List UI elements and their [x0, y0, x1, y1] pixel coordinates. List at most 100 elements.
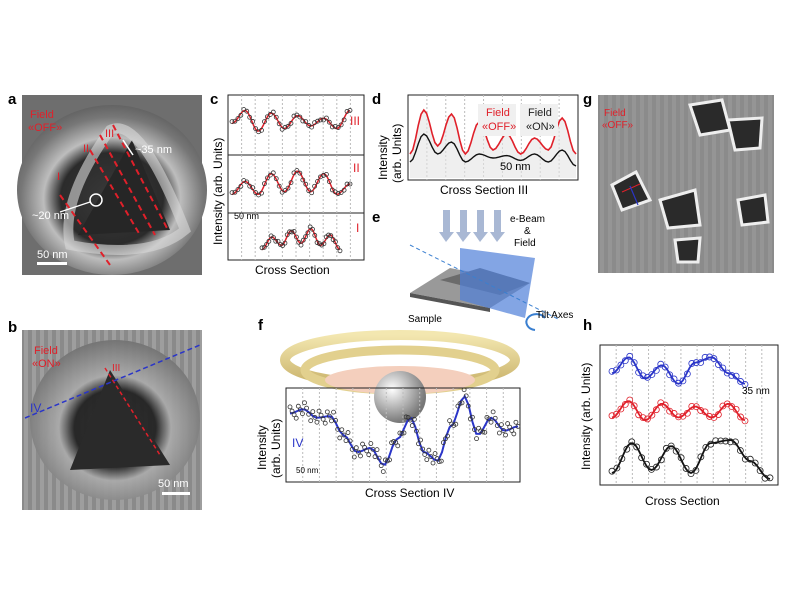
- data-point: [306, 411, 312, 417]
- data-point: [289, 229, 295, 235]
- data-point: [338, 122, 344, 128]
- data-point: [232, 118, 238, 124]
- data-point: [341, 432, 347, 438]
- data-point: [761, 474, 769, 482]
- data-point: [273, 238, 279, 244]
- data-point: [353, 445, 359, 451]
- data-point: [683, 370, 691, 378]
- data-point: [509, 428, 515, 433]
- data-point: [635, 368, 642, 376]
- data-point: [428, 454, 434, 460]
- panel-f-illustration: [280, 330, 520, 423]
- data-point: [490, 409, 496, 415]
- data-point: [344, 181, 350, 187]
- data-point: [343, 438, 349, 444]
- panel-f-label: f: [258, 317, 264, 334]
- d-xlabel: Cross Section III: [440, 183, 528, 197]
- data-point: [430, 460, 436, 466]
- data-point: [687, 470, 695, 478]
- data-point: [617, 361, 625, 369]
- data-point: [267, 112, 273, 117]
- data-point: [323, 115, 329, 121]
- data-point: [457, 401, 463, 406]
- data-point: [496, 430, 502, 436]
- data-point: [285, 185, 291, 191]
- series-line: [289, 394, 519, 466]
- data-point: [472, 427, 477, 432]
- d-on-tag: Field: [528, 107, 552, 119]
- a-field-tag: Field: [30, 109, 54, 121]
- data-point: [335, 191, 341, 196]
- data-point: [513, 419, 519, 425]
- c-xlabel: Cross Section: [255, 263, 330, 277]
- data-point: [728, 372, 736, 379]
- h-ylabel: Intensity (arb. Units): [579, 363, 593, 470]
- data-point: [312, 414, 318, 420]
- data-point: [241, 178, 247, 183]
- h-scale: 35 nm: [742, 386, 770, 397]
- data-point: [422, 452, 428, 457]
- data-point: [706, 353, 713, 361]
- e-and: &: [524, 226, 531, 237]
- data-point: [380, 469, 386, 475]
- d-scale: 50 nm: [500, 161, 531, 173]
- data-point: [447, 418, 453, 424]
- data-point: [411, 416, 417, 422]
- a-dim-20: ~20 nm: [32, 210, 69, 222]
- data-point: [741, 380, 749, 388]
- data-point: [362, 445, 368, 450]
- data-point: [277, 242, 283, 247]
- data-point: [288, 180, 294, 186]
- data-point: [300, 411, 305, 417]
- data-point: [297, 407, 303, 413]
- c-row-i: I: [356, 221, 359, 235]
- data-point: [297, 170, 303, 176]
- data-point: [368, 441, 374, 446]
- data-point: [302, 400, 307, 406]
- data-point: [291, 113, 297, 119]
- data-point: [270, 170, 276, 176]
- data-point: [296, 239, 302, 245]
- data-point: [732, 372, 740, 380]
- data-point: [613, 464, 621, 472]
- data-point: [469, 414, 475, 420]
- data-point: [486, 416, 492, 422]
- panel-g: [598, 95, 774, 273]
- panel-b-label: b: [8, 319, 17, 336]
- data-point: [355, 449, 361, 455]
- data-point: [338, 190, 344, 195]
- d-curves: [409, 108, 577, 178]
- data-point: [653, 463, 660, 471]
- data-point: [499, 422, 504, 428]
- data-point: [273, 114, 279, 120]
- series-line: [409, 108, 577, 156]
- series-line: [409, 133, 577, 167]
- data-point: [253, 190, 259, 195]
- data-point: [318, 412, 324, 418]
- data-point: [715, 411, 722, 418]
- data-point: [312, 183, 318, 189]
- data-point: [294, 234, 299, 240]
- data-point: [440, 440, 446, 446]
- data-point: [332, 124, 338, 129]
- data-point: [638, 454, 646, 462]
- panel-g-label: g: [583, 91, 592, 108]
- data-point: [360, 441, 365, 447]
- data-point: [324, 409, 330, 415]
- data-point: [337, 248, 343, 254]
- data-point: [337, 435, 343, 441]
- data-point: [707, 440, 715, 448]
- data-point: [329, 418, 334, 424]
- data-point: [461, 387, 467, 393]
- data-point: [503, 432, 508, 438]
- data-point: [661, 401, 669, 409]
- c-curves: [229, 107, 353, 254]
- c-row-ii: II: [353, 161, 360, 175]
- data-point: [670, 375, 678, 383]
- f-series-label: IV: [292, 436, 303, 450]
- data-point: [453, 421, 459, 427]
- h-xlabel: Cross Section: [645, 494, 720, 508]
- data-point: [613, 410, 620, 418]
- series-line: [261, 228, 341, 251]
- data-point: [282, 188, 288, 193]
